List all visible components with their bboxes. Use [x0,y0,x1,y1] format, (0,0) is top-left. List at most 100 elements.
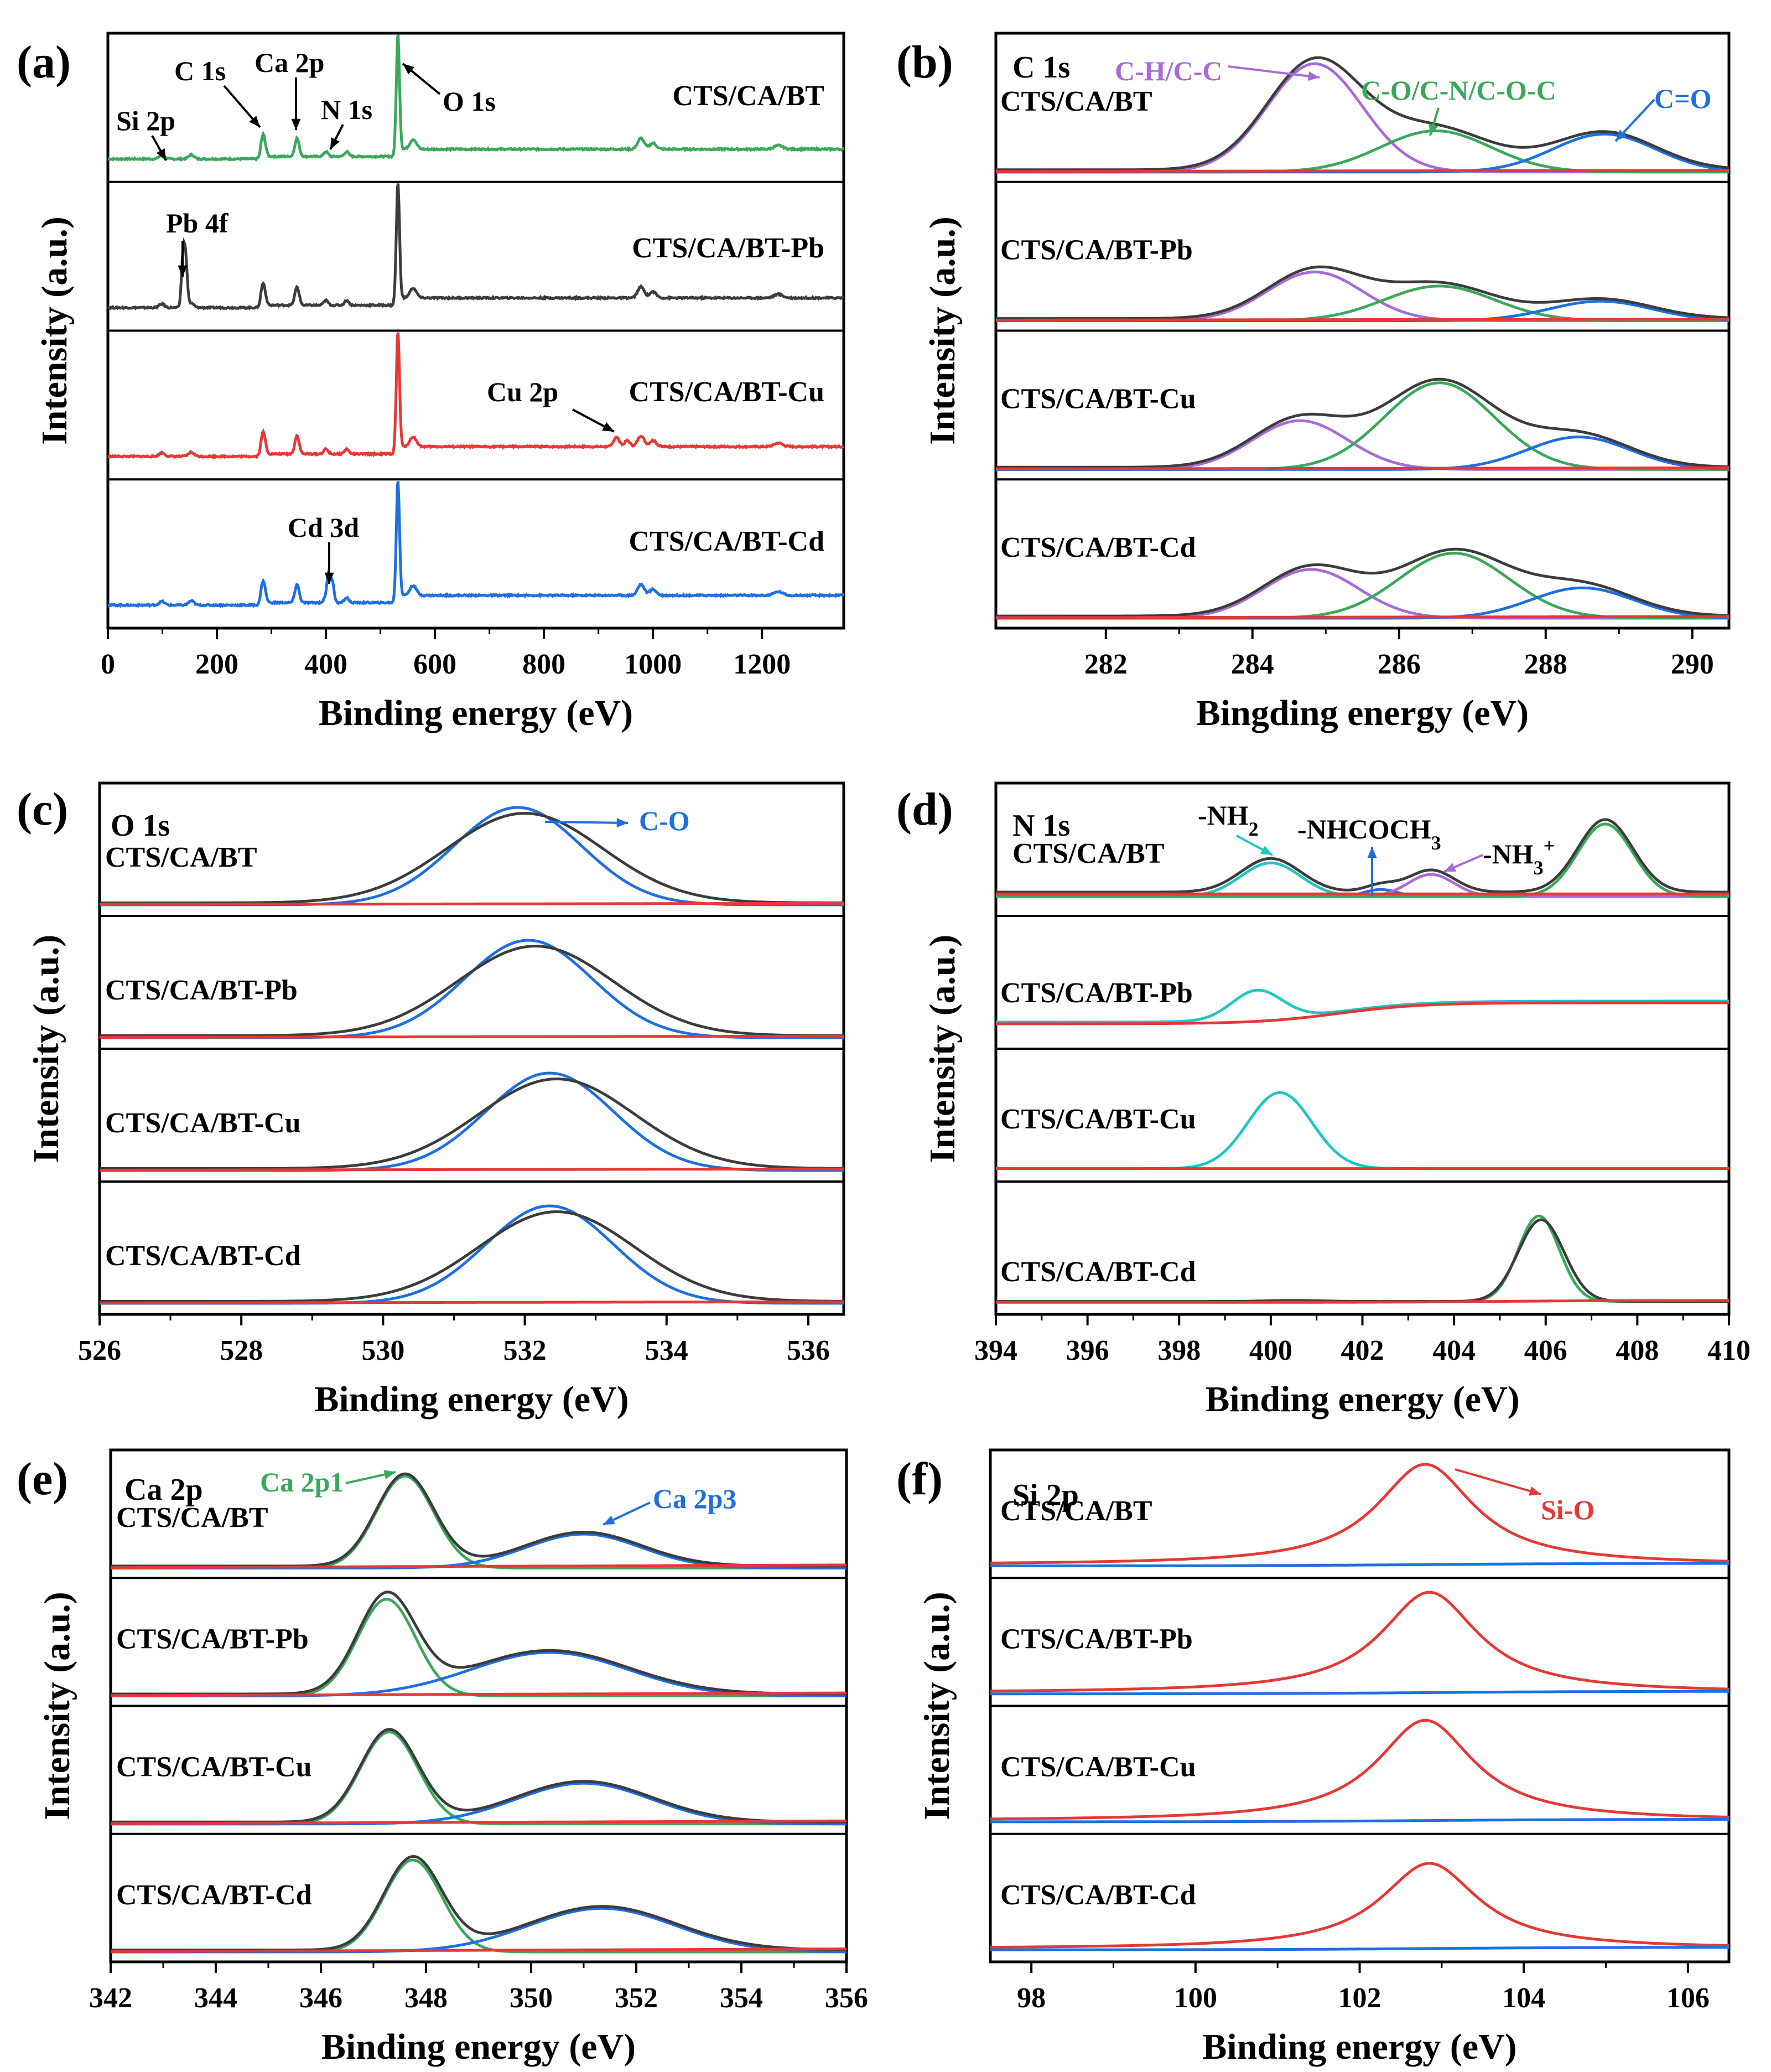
element-label: O 1s [111,809,170,843]
baseline-curve [996,1299,1729,1304]
x-tick-label: 1200 [733,649,791,680]
x-tick-label: 342 [89,1982,132,2014]
x-tick-label: 398 [1157,1335,1201,1366]
x-tick-label: 286 [1378,649,1421,680]
baseline-curve [100,902,844,906]
baseline-curve [111,1819,846,1825]
baseline-curve [100,1034,844,1039]
component-arrow [1455,1468,1541,1495]
annotation: N 1s [321,94,372,125]
component-label: C-O/C-N/C-O-C [1361,75,1556,106]
baseline-curve [996,615,1729,619]
element-label: Si 2p [1012,1478,1079,1512]
component-curve [111,1651,846,1697]
component-label: C-H/C-C [1115,55,1222,86]
x-tick-label: 356 [825,1982,868,2014]
y-axis-title: Intensity (a.u.) [37,1592,77,1820]
x-tick-label: 528 [220,1335,263,1366]
x-tick-label: 534 [645,1335,688,1366]
x-tick-label: 800 [522,649,565,680]
element-label: Ca 2p [124,1473,203,1507]
x-tick-label: 346 [299,1982,342,2014]
sample-label: CTS/CA/BT-Pb [632,232,824,264]
x-tick-label: 400 [304,649,347,680]
component-curve [996,988,1729,1024]
baseline-curve [990,1818,1729,1824]
annotation: Pb 4f [166,208,229,239]
x-tick-label: 200 [195,649,238,680]
sample-label: CTS/CA/BT-Cu [1000,383,1196,415]
y-axis-title: Intensity (a.u.) [26,935,66,1163]
component-label: Ca 2p3 [653,1483,736,1514]
component-arrow-head [1367,847,1377,858]
component-curve [996,822,1729,898]
component-arrow-head [1529,1486,1541,1496]
sample-label: CTS/CA/BT [1000,1495,1152,1527]
component-arrow-head [383,1470,396,1479]
baseline-curve [996,318,1729,322]
baseline-curve [111,1563,846,1569]
component-label-sub: 3 [1534,857,1544,879]
component-label: C=O [1654,83,1712,114]
x-tick-label: 410 [1707,1335,1751,1366]
annotation: O 1s [443,86,496,117]
x-axis-title: Binding energy (eV) [321,2027,636,2067]
x-tick-label: 402 [1341,1335,1384,1366]
envelope-curve [996,818,1729,894]
component-arrow [544,821,629,824]
sample-label: CTS/CA/BT-Pb [105,975,298,1006]
baseline-curve [996,169,1729,173]
envelope-curve [100,1210,844,1303]
sample-label: CTS/CA/BT [1000,86,1152,117]
x-tick-label: 530 [361,1335,404,1366]
sample-label: CTS/CA/BT-Cd [629,526,824,557]
baseline-curve [111,1947,846,1953]
x-tick-label: 284 [1231,649,1274,680]
panel-label-e: (e) [17,1453,68,1505]
x-axis-title: Bingding energy (eV) [1196,693,1529,733]
component-arrow [1228,65,1320,79]
x-tick-label: 282 [1084,649,1128,680]
panel-label-f: (f) [896,1453,943,1505]
annotation-arrow-head [249,116,260,127]
sample-label: CTS/CA/BT-Cu [1000,1104,1196,1135]
y-axis-title: Intensity (a.u.) [922,216,963,445]
survey-spectrum [107,183,844,311]
sample-label: CTS/CA/BT-Cd [1000,1879,1196,1911]
x-tick-label: 104 [1502,1982,1545,2014]
annotation: Cu 2p [487,376,558,407]
sample-label: CTS/CA/BT-Cd [116,1879,312,1911]
component-curve [990,1862,1730,1949]
component-label: Si-O [1541,1494,1595,1525]
baseline-curve [990,1946,1729,1951]
x-tick-label: 394 [974,1335,1017,1366]
x-tick-label: 532 [503,1335,547,1366]
y-axis-title: Intensity (a.u.) [922,935,963,1163]
x-tick-label: 526 [78,1335,121,1366]
sample-label: CTS/CA/BT-Cd [1000,532,1196,563]
component-curve [996,132,1730,174]
annotation: C 1s [174,55,226,86]
sample-label: CTS/CA/BT [672,80,824,112]
baseline-curve [100,1167,844,1172]
panel-label-a: (a) [17,37,71,88]
x-tick-label: 600 [413,649,456,680]
x-tick-label: 406 [1524,1335,1567,1366]
x-tick-label: 106 [1666,1982,1710,2014]
sample-label: CTS/CA/BT-Pb [1000,235,1193,266]
sample-label: CTS/CA/BT-Pb [1000,977,1193,1009]
panel-label-b: (b) [896,37,953,88]
panel-d: 394 396 398 400 402 404 406 408 410 Binding energ… [896,781,1751,1420]
x-tick-label: 102 [1338,1982,1382,2014]
component-label: Ca 2p1 [260,1467,344,1498]
component-label: C-O [639,805,690,836]
sample-label: CTS/CA/BT-Pb [1000,1623,1193,1655]
x-tick-label: 350 [510,1982,553,2014]
component-arrow-head [1616,130,1627,141]
sample-label: CTS/CA/BT-Cu [105,1107,301,1139]
panel-c: 526 528 530 532 534 536 Binding energy (eV) Int… [17,781,845,1420]
baseline-curve [990,1690,1729,1696]
component-arrow-head [1307,71,1320,81]
component-curve [990,1719,1730,1821]
sample-label: CTS/CA/BT-Cd [1000,1256,1196,1288]
